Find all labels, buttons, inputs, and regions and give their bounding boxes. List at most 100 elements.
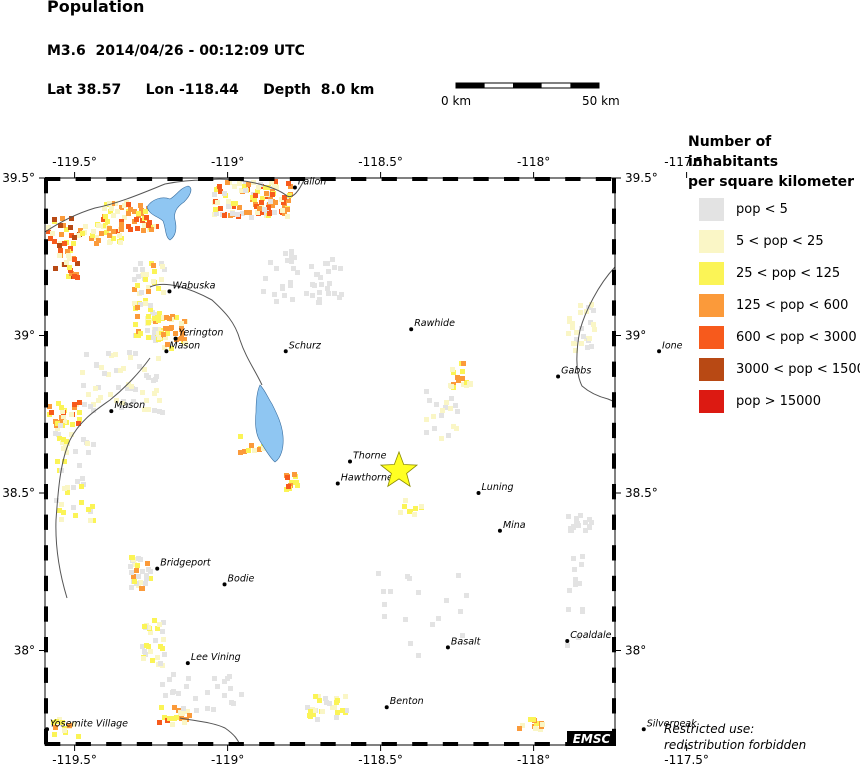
population-cell xyxy=(538,727,543,732)
town-dot xyxy=(109,409,114,414)
legend-swatch xyxy=(699,326,724,349)
population-cell xyxy=(340,708,345,713)
frame-segment xyxy=(136,177,153,181)
population-cell xyxy=(242,184,247,189)
frame-segment xyxy=(381,742,397,746)
town-label: Lee Vining xyxy=(191,652,241,663)
population-cell xyxy=(80,370,85,375)
population-cell xyxy=(270,192,275,197)
population-cell xyxy=(443,405,448,410)
population-cell xyxy=(262,207,267,212)
population-cell xyxy=(317,297,322,302)
population-cell xyxy=(327,281,332,286)
population-cell xyxy=(280,208,285,213)
population-cell xyxy=(225,180,230,185)
population-cell xyxy=(55,459,60,464)
population-cell xyxy=(152,269,157,274)
population-cell xyxy=(52,239,57,244)
population-cell xyxy=(320,709,325,714)
population-cell xyxy=(61,437,66,442)
legend-label: 600 < pop < 3000 xyxy=(736,330,857,345)
population-cell xyxy=(193,696,198,701)
population-cell xyxy=(440,408,445,413)
population-cell xyxy=(119,219,124,224)
town-label: Mina xyxy=(503,520,526,531)
population-cell xyxy=(57,508,62,513)
population-cell xyxy=(157,720,162,725)
population-cell xyxy=(272,210,277,215)
population-cell xyxy=(432,426,437,431)
frame-segment xyxy=(289,742,306,746)
population-cell xyxy=(520,723,525,728)
population-cell xyxy=(156,318,161,323)
frame-segment xyxy=(44,698,48,714)
population-cell xyxy=(267,202,272,207)
legend-label: 125 < pop < 600 xyxy=(736,298,849,313)
population-cell xyxy=(146,335,151,340)
population-cell xyxy=(183,341,188,346)
population-cell xyxy=(460,633,465,638)
population-cell xyxy=(402,504,407,509)
population-cell xyxy=(282,211,287,216)
population-cell xyxy=(565,643,570,648)
population-cell xyxy=(58,248,63,253)
population-cell xyxy=(376,571,381,576)
lat-tick-label: 39° xyxy=(625,329,646,343)
town-dot xyxy=(185,661,190,666)
population-cell xyxy=(132,277,137,282)
population-cell xyxy=(261,446,266,451)
lon-tick-label: -117.5° xyxy=(664,753,709,767)
population-cell xyxy=(316,694,321,699)
population-cell xyxy=(59,502,64,507)
population-cell xyxy=(222,191,227,196)
frame-segment xyxy=(504,177,520,181)
population-cell xyxy=(144,576,149,581)
population-cell xyxy=(56,401,61,406)
population-cell xyxy=(449,384,454,389)
legend-swatch xyxy=(699,294,724,317)
population-cell xyxy=(57,243,62,248)
population-cell xyxy=(53,431,58,436)
population-cell xyxy=(108,209,113,214)
population-cell xyxy=(318,275,323,280)
population-cell xyxy=(427,398,432,403)
population-cell xyxy=(579,326,584,331)
population-cell xyxy=(132,209,137,214)
population-cell xyxy=(60,409,65,414)
population-cell xyxy=(186,676,191,681)
frame-segment xyxy=(612,422,616,439)
frame-segment xyxy=(167,177,183,181)
population-cell xyxy=(80,231,85,236)
population-cell xyxy=(288,280,293,285)
population-cell xyxy=(162,715,167,720)
population-cell xyxy=(119,236,124,241)
population-cell xyxy=(231,701,236,706)
epicenter xyxy=(379,450,419,488)
population-cell xyxy=(101,217,106,222)
town-dot xyxy=(164,349,169,354)
frame-segment xyxy=(44,637,48,653)
population-cell xyxy=(83,224,88,229)
frame-segment xyxy=(44,728,48,745)
population-cell xyxy=(86,507,91,512)
population-cell xyxy=(263,276,268,281)
population-cell xyxy=(240,211,245,216)
frame-segment xyxy=(45,742,61,746)
frame-segment xyxy=(612,698,616,714)
population-cell xyxy=(249,215,254,220)
population-cell xyxy=(142,367,147,372)
population-cell xyxy=(58,223,63,228)
population-cell xyxy=(69,432,74,437)
population-cell xyxy=(152,330,157,335)
population-cell xyxy=(147,220,152,225)
population-cell xyxy=(403,498,408,503)
population-cell xyxy=(449,396,454,401)
population-cell xyxy=(574,516,579,521)
population-cell xyxy=(119,405,124,410)
population-cell xyxy=(156,286,161,291)
population-cell xyxy=(142,624,147,629)
legend-item: pop < 5 xyxy=(699,198,860,222)
population-cell xyxy=(144,643,149,648)
population-cell xyxy=(285,258,290,263)
